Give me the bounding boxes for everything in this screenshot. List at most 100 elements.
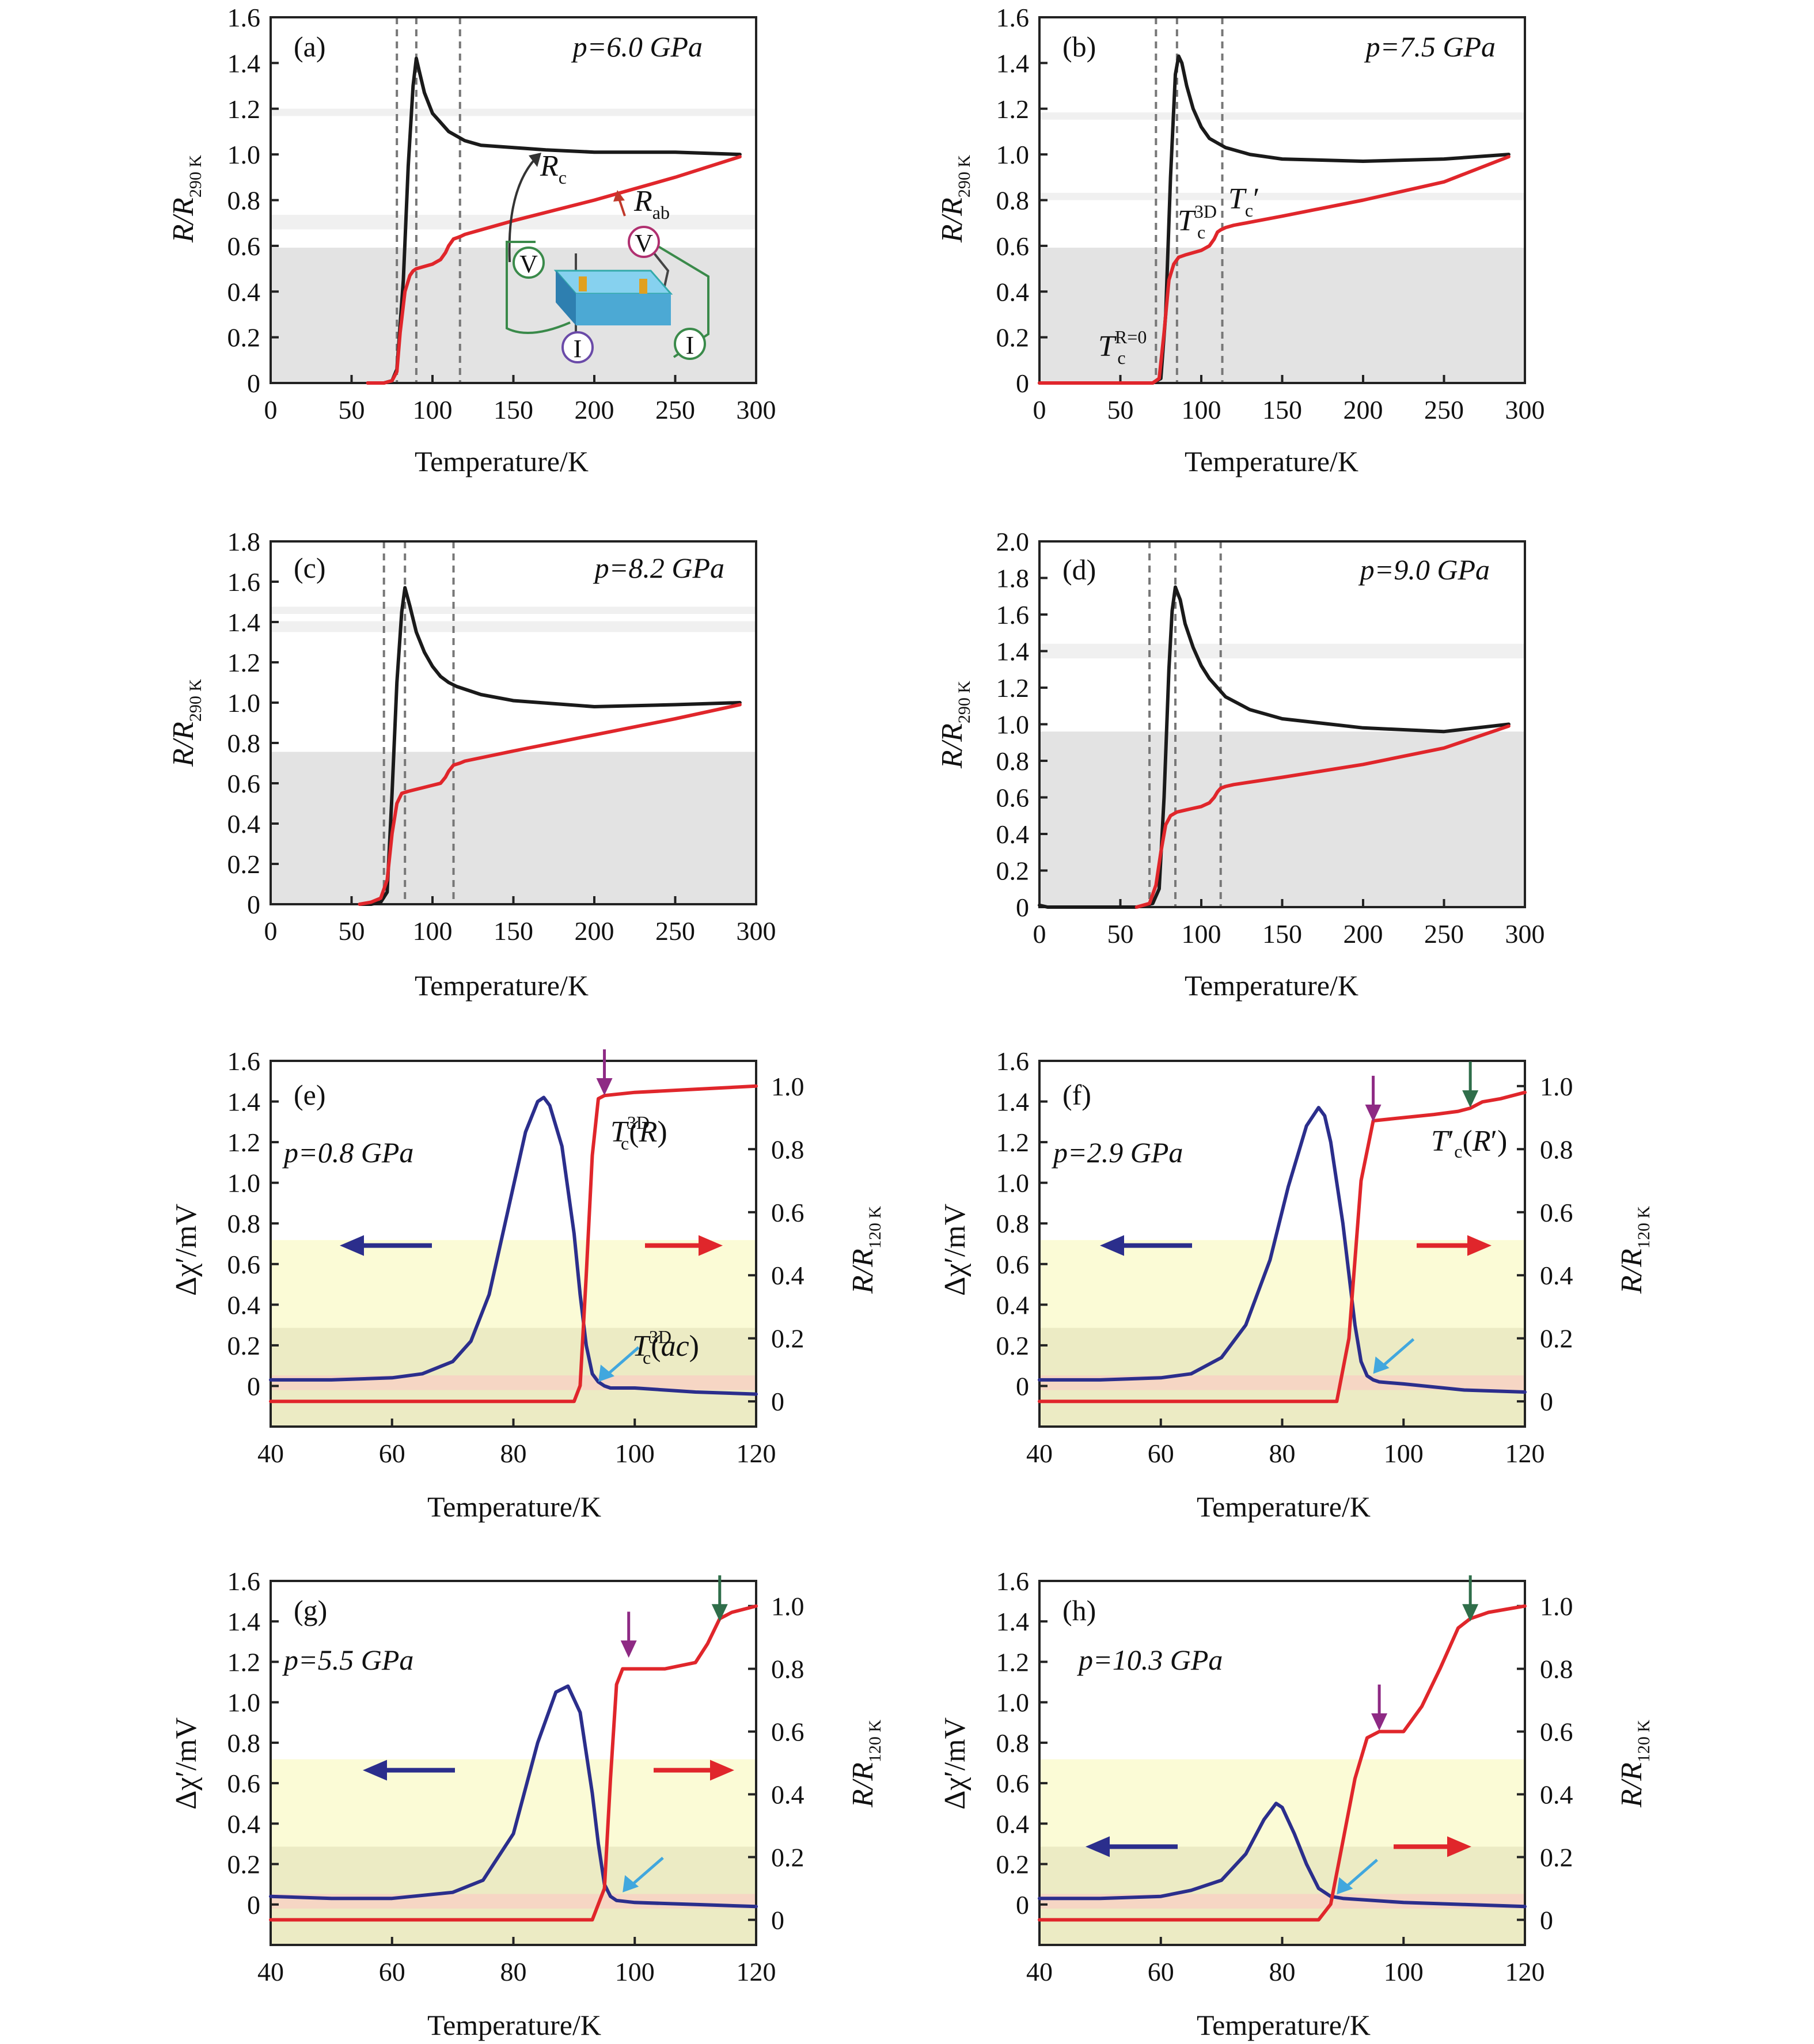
panel-e-xtick-label: 100 — [615, 1439, 655, 1468]
panel-h-xtick-label: 40 — [1026, 1957, 1053, 1986]
annot-Rc-arrow-head — [529, 153, 541, 167]
panel-a-pressure: p=6.0 GPa — [571, 31, 703, 63]
panel-b-bg-band — [1039, 112, 1525, 120]
panel-g-xtick-label: 100 — [615, 1957, 655, 1986]
panel-h-xtick-label: 60 — [1148, 1957, 1174, 1986]
annot-Rab-arrow-head — [613, 190, 625, 202]
panel-h-ytick-label: 0.2 — [996, 1850, 1030, 1879]
panel-c-xtick-label: 0 — [264, 916, 278, 946]
panel-e-ytick-right-label: 0.4 — [771, 1261, 804, 1290]
annot-Tcprime-Rprime: T′c(R′) — [1431, 1125, 1507, 1162]
panel-c: 0 50 100 150 200 250 300 0 0.2 0.4 0.6 0.8 1.0 1.2 1.4… — [167, 527, 776, 946]
panel-g-ytick-right-label: 1.0 — [771, 1592, 804, 1621]
panel-h-right-axis-arrow-head — [1447, 1836, 1471, 1857]
panel-a-xtick-label: 300 — [737, 395, 776, 424]
inset-sample-front — [576, 294, 671, 325]
panel-d-label: (d) — [1062, 553, 1096, 586]
panel-g-left-axis-arrow-head — [363, 1759, 387, 1781]
panel-d-ylabel: R/R290 K — [936, 681, 974, 769]
panel-b-label: (b) — [1062, 31, 1096, 63]
panel-g-ytick-right-label: 0 — [771, 1905, 784, 1935]
panel-f-ytick-label: 1.2 — [996, 1128, 1030, 1157]
panel-h-ytick-label: 1.6 — [996, 1567, 1030, 1596]
panel-b-ytick-label: 0.4 — [996, 277, 1030, 306]
panel-f-label: (f) — [1062, 1079, 1091, 1111]
panel-f-xlabel: Temperature/K — [1197, 1491, 1371, 1523]
panel-f-xtick-label: 60 — [1148, 1439, 1174, 1468]
annot-Tc3D-ac: T3D c(ac) — [632, 1326, 699, 1368]
panel-a-xlabel: Temperature/K — [415, 445, 589, 477]
panel-c-xlabel: Temperature/K — [415, 969, 589, 1002]
panel-c-ytick-label: 0.8 — [227, 729, 261, 758]
inset-contact — [579, 276, 587, 291]
panel-e-arrow-head — [598, 1364, 615, 1382]
annotations: Rc Rab V V I I TR=0 c T3D c Tc′ T3D c(R) T3D c(ac) T′c(… — [506, 150, 1507, 1368]
panel-g-ytick-label: 1.4 — [227, 1607, 261, 1636]
panel-h-ytick-label: 0 — [1016, 1890, 1029, 1920]
panel-d-xtick-label: 300 — [1505, 919, 1545, 949]
panel-d-ytick-label: 1.2 — [996, 673, 1030, 703]
panel-e-ytick-right-label: 1.0 — [771, 1072, 804, 1101]
inset-measurement-schematic: V V I I — [506, 226, 709, 363]
inset-probe-label: I — [574, 335, 582, 363]
inset-probe-circle — [628, 226, 660, 258]
panel-g-ytick-right-label: 0.2 — [771, 1842, 804, 1872]
panel-a-ylabel: R/R290 K — [167, 155, 205, 243]
inset-probe-circle — [561, 331, 594, 363]
panel-e-ytick-label: 0.2 — [227, 1331, 261, 1360]
panel-d-ytick-label: 0.8 — [996, 746, 1030, 776]
panel-c-ytick-label: 1.6 — [227, 567, 261, 597]
inset-probe-circle — [674, 328, 706, 360]
inset-wire-green — [506, 241, 571, 334]
panel-g-arrow-head — [711, 1604, 728, 1622]
panel-f-series-blue — [1038, 1106, 1527, 1394]
panel-a-series-red — [366, 155, 742, 385]
annot-Rc: Rc — [540, 150, 567, 188]
panel-g-xtick-label: 120 — [737, 1957, 776, 1986]
panel-f-xtick-label: 40 — [1026, 1439, 1053, 1468]
panel-d-bg-band — [1039, 643, 1525, 659]
panel-d-ytick-label: 0 — [1016, 893, 1029, 922]
panel-e-arrow-head — [596, 1078, 613, 1095]
panel-b-xtick-label: 50 — [1107, 395, 1134, 424]
panel-a-bg-gray — [271, 248, 756, 383]
panel-c-xtick-label: 200 — [575, 916, 614, 946]
panel-h-ylabel-right: R/R120 K — [1615, 1720, 1653, 1808]
panel-f-ytick-label: 0.8 — [996, 1209, 1030, 1238]
panel-d-ytick-label: 0.4 — [996, 820, 1030, 849]
panel-h-series-blue — [1038, 1802, 1527, 1909]
annot-Rab: Rab — [633, 185, 670, 223]
panel-f-ytick-label: 0.4 — [996, 1290, 1030, 1319]
panel-f-ytick-right-label: 0.2 — [1540, 1324, 1573, 1353]
panel-g-ylabel-left: Δχ′/mV — [170, 1717, 203, 1810]
panel-h-ytick-right-label: 0.8 — [1540, 1655, 1573, 1684]
inset-contact — [639, 279, 647, 294]
panel-a-xtick-label: 150 — [494, 395, 533, 424]
panel-f-xtick-label: 100 — [1384, 1439, 1424, 1468]
panel-d-pressure: p=9.0 GPa — [1358, 553, 1490, 586]
panel-g-series-blue — [269, 1684, 758, 1909]
panel-f-ytick-right-label: 0.8 — [1540, 1135, 1573, 1164]
panel-a-ytick-label: 0 — [247, 369, 260, 398]
panel-c-ytick-label: 0.2 — [227, 850, 261, 879]
panel-b-ytick-label: 1.6 — [996, 3, 1030, 32]
panel-h-ytick-label: 0.8 — [996, 1728, 1030, 1758]
panel-f-left-axis-arrow-head — [1100, 1235, 1124, 1256]
panel-a-xtick-label: 200 — [575, 395, 614, 424]
panel-b-ytick-label: 1.0 — [996, 140, 1030, 169]
panel-a-xtick-label: 0 — [264, 395, 278, 424]
panel-b-xtick-label: 100 — [1182, 395, 1221, 424]
panel-b-ytick-label: 0 — [1016, 369, 1029, 398]
panel-f-ylabel-right: R/R120 K — [1615, 1206, 1653, 1294]
panel-a-ytick-label: 0.4 — [227, 277, 261, 306]
panel-e-right-axis-arrow-head — [699, 1235, 723, 1256]
panel-d-ytick-label: 0.2 — [996, 856, 1030, 886]
panel-f-xtick-label: 120 — [1505, 1439, 1545, 1468]
panel-d-series-red — [1134, 724, 1511, 909]
panel-g-series-red — [269, 1604, 758, 1922]
panel-a-ytick-label: 0.2 — [227, 323, 261, 352]
panel-b-ytick-label: 0.6 — [996, 232, 1030, 261]
panel-h: 40 60 80 100 120 0 0.2 0.4 0.6 0.8 1.0 1.2 1.4 1.6 0 0.… — [939, 1567, 1653, 1986]
panel-e-ytick-label: 0.8 — [227, 1209, 261, 1238]
